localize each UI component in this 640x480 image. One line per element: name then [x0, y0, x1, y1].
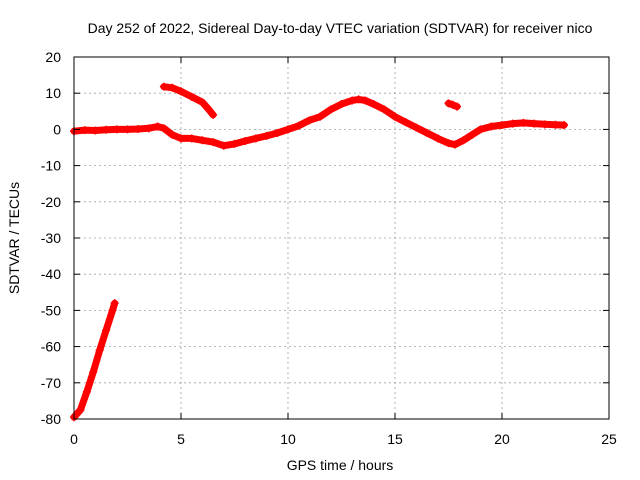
data-point	[76, 405, 85, 414]
y-tick-label: -20	[41, 194, 61, 210]
data-point	[153, 122, 162, 131]
data-point	[519, 118, 528, 127]
data-point	[444, 99, 453, 108]
data-point	[168, 83, 177, 92]
data-point	[476, 125, 485, 134]
data-point	[159, 124, 168, 133]
x-tick-label: 0	[70, 431, 78, 447]
tick-layer: 0 5 10 15 20 25 20 10 0 -10 -20 -30 -40 -50 -60 -70 -80	[41, 49, 617, 447]
x-axis-label: GPS time / hours	[287, 457, 394, 473]
x-tick-label: 15	[387, 431, 403, 447]
data-point	[82, 387, 91, 396]
data-point	[110, 299, 119, 308]
x-tick-label: 5	[177, 431, 185, 447]
data-point	[540, 120, 549, 129]
data-point	[108, 306, 117, 315]
data-point	[91, 126, 100, 135]
y-tick-label: -30	[41, 230, 61, 246]
data-point	[284, 125, 292, 134]
y-tick-label: -70	[41, 375, 61, 391]
y-tick-label: 20	[45, 49, 61, 65]
y-tick-label: 10	[45, 85, 61, 101]
data-point	[508, 119, 517, 128]
x-tick-label: 10	[280, 431, 296, 447]
data-point	[134, 125, 143, 134]
data-point	[551, 120, 560, 129]
data-point	[89, 367, 98, 376]
series-trace	[70, 299, 119, 421]
data-point	[219, 141, 228, 150]
data-point	[305, 116, 314, 125]
y-tick-label: 0	[53, 121, 61, 137]
data-point	[459, 136, 468, 145]
data-point	[230, 139, 239, 148]
data-point	[241, 136, 250, 145]
data-point	[251, 134, 260, 143]
x-tick-label: 25	[601, 431, 617, 447]
data-point	[159, 82, 168, 91]
data-point	[177, 87, 185, 96]
data-point	[198, 98, 207, 107]
data-point	[187, 92, 196, 101]
series-high-arc	[159, 82, 218, 119]
series-short-arc	[444, 99, 462, 111]
data-point	[112, 125, 121, 134]
x-tick-label: 20	[494, 431, 510, 447]
data-point	[316, 112, 325, 121]
data-point	[448, 100, 457, 109]
data-point	[444, 139, 453, 148]
data-point	[391, 112, 399, 121]
series-main-arc	[70, 95, 569, 150]
y-tick-label: -50	[41, 302, 61, 318]
data-point	[433, 134, 442, 143]
data-point	[177, 134, 185, 143]
data-point	[560, 121, 569, 130]
data-point	[204, 105, 213, 114]
data-point	[273, 129, 282, 138]
data-point	[468, 130, 477, 139]
data-point	[168, 130, 177, 139]
y-axis-label: SDTVAR / TECUs	[6, 182, 22, 294]
data-point	[209, 138, 218, 147]
y-tick-label: -60	[41, 339, 61, 355]
data-point	[102, 125, 111, 134]
data-point	[209, 110, 218, 119]
data-point	[348, 96, 357, 105]
series-trace	[160, 83, 217, 119]
data-point	[95, 346, 104, 355]
data-point	[354, 95, 363, 104]
data-point	[401, 118, 410, 127]
y-tick-label: -40	[41, 266, 61, 282]
data-point	[412, 123, 421, 132]
data-point	[487, 122, 496, 131]
data-point	[423, 129, 432, 138]
y-tick-label: -10	[41, 158, 61, 174]
data-point	[361, 96, 370, 105]
data-point	[450, 140, 459, 149]
data-point	[369, 100, 378, 109]
data-point	[326, 105, 335, 114]
series-drop-arc	[70, 299, 119, 422]
series-layer	[70, 82, 569, 422]
data-point	[337, 100, 346, 109]
grid-layer	[74, 57, 609, 419]
data-point	[453, 102, 462, 111]
data-point	[187, 134, 196, 143]
data-point	[294, 121, 303, 130]
data-point	[80, 126, 89, 135]
y-tick-label: -80	[41, 411, 61, 427]
data-point	[102, 326, 111, 335]
data-point	[262, 131, 271, 140]
data-point	[144, 124, 153, 133]
data-point	[530, 119, 539, 128]
data-point	[380, 105, 389, 114]
data-point	[498, 121, 506, 130]
chart-title: Day 252 of 2022, Sidereal Day-to-day VTE…	[88, 20, 593, 36]
data-point	[123, 125, 132, 134]
data-point	[198, 136, 207, 145]
